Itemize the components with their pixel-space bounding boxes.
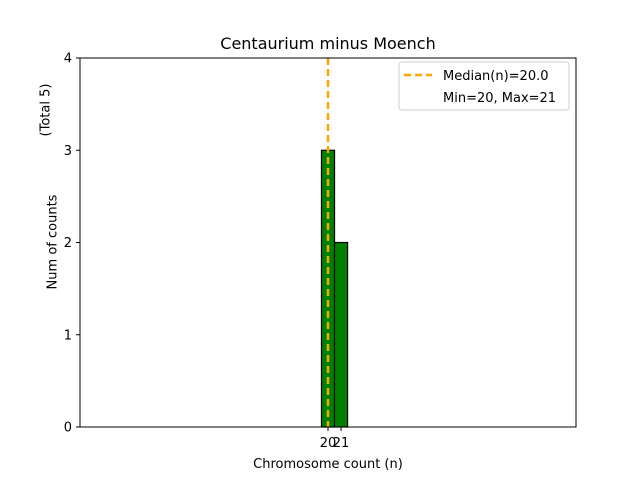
y-axis-label: Num of counts (46, 194, 61, 289)
legend-median-label: Median(n)=20.0 (443, 69, 549, 84)
y-tick-label-4: 4 (64, 52, 72, 67)
y-tick-label-3: 3 (64, 144, 72, 159)
legend: Median(n)=20.0 Min=20, Max=21 (398, 61, 570, 111)
y-tick-label-1: 1 (64, 328, 72, 343)
legend-range-label: Min=20, Max=21 (443, 91, 556, 106)
y-tick-label-0: 0 (64, 421, 72, 436)
x-tick-label-21: 21 (333, 436, 350, 451)
y-tick-label-2: 2 (64, 236, 72, 251)
legend-frame (398, 61, 570, 111)
x-tick-label-20: 20 (320, 436, 337, 451)
chart-title: Centaurium minus Moench (220, 34, 435, 53)
bar-21 (333, 241, 349, 428)
y-axis-total-note: (Total 5) (38, 84, 53, 137)
x-axis-label: Chromosome count (n) (253, 457, 403, 472)
